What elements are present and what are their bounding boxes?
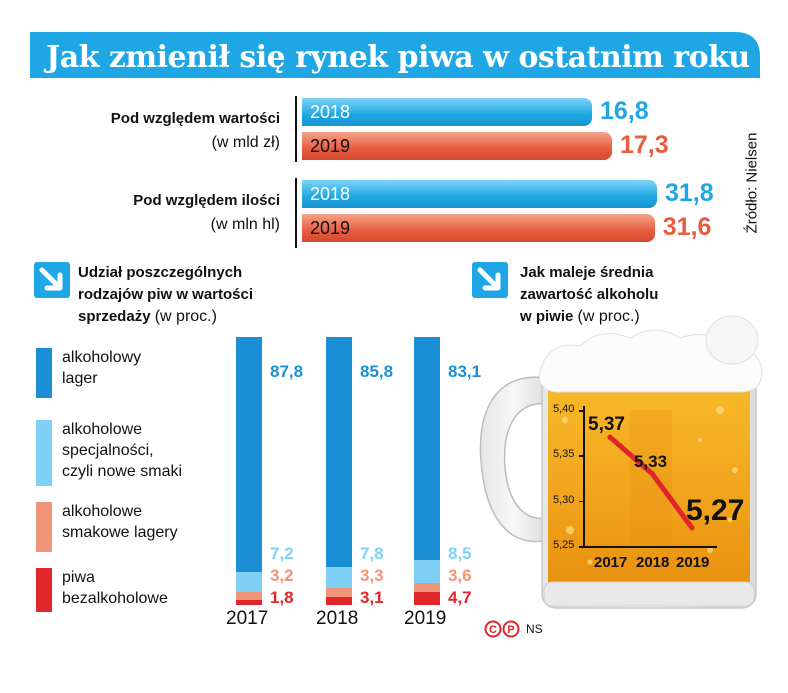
data-label: 83,1	[448, 362, 482, 381]
page-title: Jak zmienił się rynek piwa w ostatnim ro…	[46, 40, 750, 75]
data-label: 3,6	[448, 566, 472, 585]
arrow-down-right-icon	[472, 262, 508, 298]
x-tick-label: 2019	[404, 608, 447, 629]
data-point	[649, 470, 655, 476]
y-tick-label: 5,25	[553, 539, 575, 551]
bar-segment	[414, 592, 440, 605]
volume-value-2018: 31,8	[665, 179, 714, 207]
credit: NS	[526, 622, 543, 636]
x-tick-label: 2018	[316, 608, 359, 629]
bar-segment	[414, 559, 440, 583]
data-label: 3,1	[360, 588, 384, 607]
x-tick-label: 2018	[636, 554, 670, 571]
volume-bar-2019: 2019	[302, 214, 655, 242]
svg-text:C: C	[489, 624, 497, 636]
bar-segment	[236, 337, 262, 573]
bar-segment	[326, 337, 352, 567]
data-label: 3,2	[270, 566, 294, 585]
y-axis	[583, 406, 585, 546]
x-tick-label: 2017	[226, 608, 269, 629]
alcohol-section-title: Jak maleje średnia zawartość alkoholu w …	[520, 264, 659, 325]
bar-segment	[326, 587, 352, 597]
y-tick	[579, 500, 584, 503]
data-label: 5,37	[588, 414, 625, 435]
x-axis	[583, 546, 717, 548]
legend-label: piwa bezalkoholowe	[62, 569, 168, 607]
y-tick-label: 5,40	[553, 403, 575, 415]
legend-swatch	[36, 568, 52, 612]
data-point	[607, 434, 613, 440]
x-tick-label: 2017	[594, 554, 628, 571]
x-tick-label: 2019	[676, 554, 710, 571]
highlight-band	[630, 410, 672, 546]
bar-segment	[414, 582, 440, 593]
value-unit: (w mld zł)	[211, 134, 280, 151]
y-tick-label: 5,35	[553, 448, 575, 461]
y-tick	[579, 455, 584, 457]
data-label: 4,7	[448, 588, 472, 607]
divider-volume	[295, 178, 297, 248]
bar-segment	[326, 566, 352, 588]
bar-segment	[236, 600, 262, 605]
bar-segment	[414, 337, 440, 560]
arrow-down-right-icon	[34, 262, 70, 298]
data-label: 5,27	[686, 494, 745, 527]
data-point	[689, 525, 695, 531]
volume-unit: (w mln hl)	[210, 216, 280, 233]
legend-label: alkoholowy lager	[62, 349, 142, 387]
legend-label: alkoholowe specjalności, czyli nowe smaki	[62, 421, 183, 480]
legend-swatch	[36, 502, 52, 552]
divider-value	[295, 96, 297, 162]
data-label: 3,3	[360, 566, 384, 585]
data-label: 87,8	[270, 362, 304, 381]
bar-segment	[236, 572, 262, 592]
bar-segment	[326, 596, 352, 605]
y-tick-label: 5,30	[553, 493, 575, 506]
value-value-2018: 16,8	[600, 97, 649, 125]
value-value-2019: 17,3	[620, 131, 669, 159]
data-label: 8,5	[448, 544, 472, 563]
legend-swatch	[36, 348, 52, 398]
bar-segment	[236, 591, 262, 601]
legend-label: alkoholowe smakowe lagery	[62, 503, 178, 541]
legend-swatch	[36, 420, 52, 486]
value-bar-2019: 2019	[302, 132, 612, 160]
y-tick	[579, 410, 584, 412]
data-label: 7,2	[270, 544, 294, 563]
value-label: Pod względem wartości	[110, 110, 280, 127]
data-label: 1,8	[270, 588, 294, 607]
series-line	[607, 434, 695, 531]
y-tick	[579, 546, 584, 548]
data-label: 7,8	[360, 544, 384, 563]
volume-bar-2018: 2018	[302, 180, 657, 208]
volume-label: Pod względem ilości	[133, 192, 280, 209]
volume-value-2019: 31,6	[662, 213, 712, 241]
share-section-title: Udział poszczególnych rodzajów piw w war…	[78, 264, 254, 325]
beer-mug-illustration	[479, 315, 763, 609]
data-label: 85,8	[360, 362, 394, 381]
svg-text:P: P	[507, 624, 514, 636]
copyright-logo-icon: C P	[484, 620, 520, 638]
value-bar-2018: 2018	[302, 98, 592, 126]
title-banner	[30, 32, 760, 78]
data-label: 5,33	[634, 452, 668, 471]
